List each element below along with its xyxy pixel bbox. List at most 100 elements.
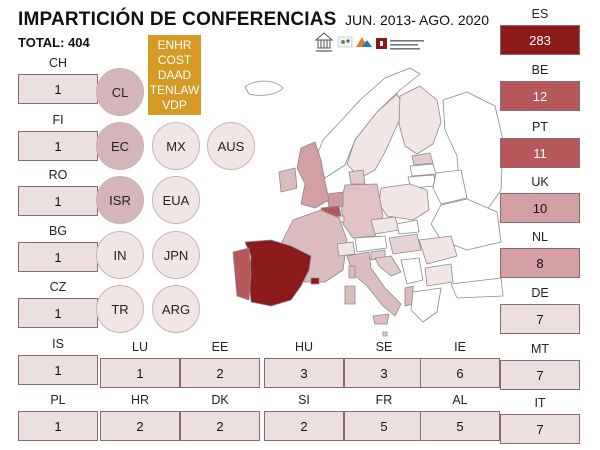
region-mallorca — [310, 277, 320, 285]
country-code: IE — [454, 340, 466, 354]
circle-tr: TR — [96, 285, 144, 333]
habitat-logo — [356, 37, 372, 47]
country-code: LU — [132, 340, 148, 354]
circle-mx: MX — [152, 122, 200, 170]
title-period: JUN. 2013- AGO. 2020 — [345, 12, 489, 28]
country-box-hu: HU 3 — [264, 340, 344, 388]
europe-map — [205, 60, 505, 360]
country-code: NL — [532, 230, 548, 244]
region-finland — [398, 85, 442, 155]
country-box-si: SI 2 — [264, 393, 344, 441]
country-code: AL — [452, 393, 468, 407]
country-box-ee: EE 2 — [180, 340, 260, 388]
country-box-be: BE 12 — [500, 63, 580, 111]
country-value: 1 — [100, 358, 180, 388]
country-value: 1 — [18, 131, 98, 161]
region-uk — [296, 141, 330, 209]
country-value: 6 — [420, 358, 500, 388]
circle-cl: CL — [96, 68, 144, 116]
country-code: FR — [375, 393, 393, 407]
country-value: 7 — [500, 304, 580, 334]
country-value: 1 — [18, 411, 98, 441]
country-value: 1 — [18, 298, 98, 328]
country-code: BE — [531, 63, 549, 77]
country-code: DK — [211, 393, 229, 407]
country-value: 7 — [500, 360, 580, 390]
university-logo — [376, 38, 424, 50]
organization-label: ENHR — [157, 37, 192, 52]
country-box-pl: PL 1 — [18, 393, 98, 441]
network-logo — [337, 36, 353, 48]
country-value: 11 — [500, 138, 580, 168]
country-code: SE — [375, 340, 393, 354]
country-value: 1 — [18, 355, 98, 385]
circle-aus: AUS — [207, 122, 255, 170]
region-sicily — [372, 313, 390, 325]
country-code: RO — [48, 168, 68, 182]
region-iceland — [244, 80, 284, 96]
unesco-logo — [314, 32, 334, 52]
country-value: 8 — [500, 248, 580, 278]
logos-graphic — [314, 32, 424, 52]
country-box-fi: FI 1 — [18, 113, 98, 161]
country-box-dk: DK 2 — [180, 393, 260, 441]
region-ireland — [278, 167, 298, 193]
country-value: 10 — [500, 193, 580, 223]
region-italy — [346, 251, 402, 317]
country-box-se: SE 3 — [344, 340, 424, 388]
country-code: CH — [48, 56, 68, 70]
region-bulgaria — [424, 263, 454, 287]
country-box-hr: HR 2 — [100, 393, 180, 441]
country-box-ie: IE 6 — [420, 340, 500, 388]
country-value: 1 — [18, 74, 98, 104]
country-code: BG — [48, 224, 68, 238]
country-value: 2 — [180, 411, 260, 441]
country-box-pt: PT 11 — [500, 120, 580, 168]
country-code: IT — [534, 396, 546, 410]
country-code: HR — [130, 393, 150, 407]
circle-jpn: JPN — [152, 231, 200, 279]
country-value: 3 — [344, 358, 424, 388]
country-code: FI — [52, 113, 64, 127]
circle-arg: ARG — [152, 285, 200, 333]
organization-label: COST — [157, 52, 192, 67]
total-count: TOTAL: 404 — [18, 35, 90, 50]
circle-ec: EC — [96, 122, 144, 170]
country-box-is: IS 1 — [18, 337, 98, 385]
country-box-mt: MT 7 — [500, 342, 580, 390]
country-code: UK — [531, 175, 549, 189]
region-croatia — [374, 255, 402, 277]
country-box-es: ES 283 — [500, 7, 580, 55]
region-portugal — [232, 247, 252, 301]
country-value: 1 — [18, 242, 98, 272]
organization-label: TENLAW — [149, 82, 200, 97]
map-graphic — [232, 67, 504, 337]
circle-in: IN — [96, 231, 144, 279]
institution-logos — [314, 30, 432, 62]
organizations-box: ENHR COST DAAD TENLAW VDP — [148, 35, 201, 115]
country-code: EE — [211, 340, 229, 354]
country-code: IS — [52, 337, 64, 351]
country-box-de: DE 7 — [500, 286, 580, 334]
country-value: 3 — [264, 358, 344, 388]
region-netherlands — [326, 191, 344, 209]
page-title: IMPARTICIÓN DE CONFERENCIAS JUN. 2013- A… — [18, 9, 489, 31]
circle-eua: EUA — [152, 176, 200, 224]
country-box-cz: CZ 1 — [18, 280, 98, 328]
region-poland — [378, 183, 430, 221]
country-box-bg: BG 1 — [18, 224, 98, 272]
region-slovakia — [396, 219, 420, 235]
organization-label: DAAD — [157, 67, 192, 82]
country-code: CZ — [49, 280, 67, 294]
title-main: IMPARTICIÓN DE CONFERENCIAS — [18, 9, 337, 30]
country-value: 5 — [344, 411, 424, 441]
country-value: 5 — [420, 411, 500, 441]
country-code: PT — [532, 120, 548, 134]
country-box-uk: UK 10 — [500, 175, 580, 223]
country-code: PL — [50, 393, 66, 407]
region-belarus — [432, 169, 468, 205]
country-box-al: AL 5 — [420, 393, 500, 441]
country-code: MT — [530, 342, 550, 356]
organization-label: VDP — [162, 97, 187, 112]
region-estonia — [411, 152, 434, 166]
